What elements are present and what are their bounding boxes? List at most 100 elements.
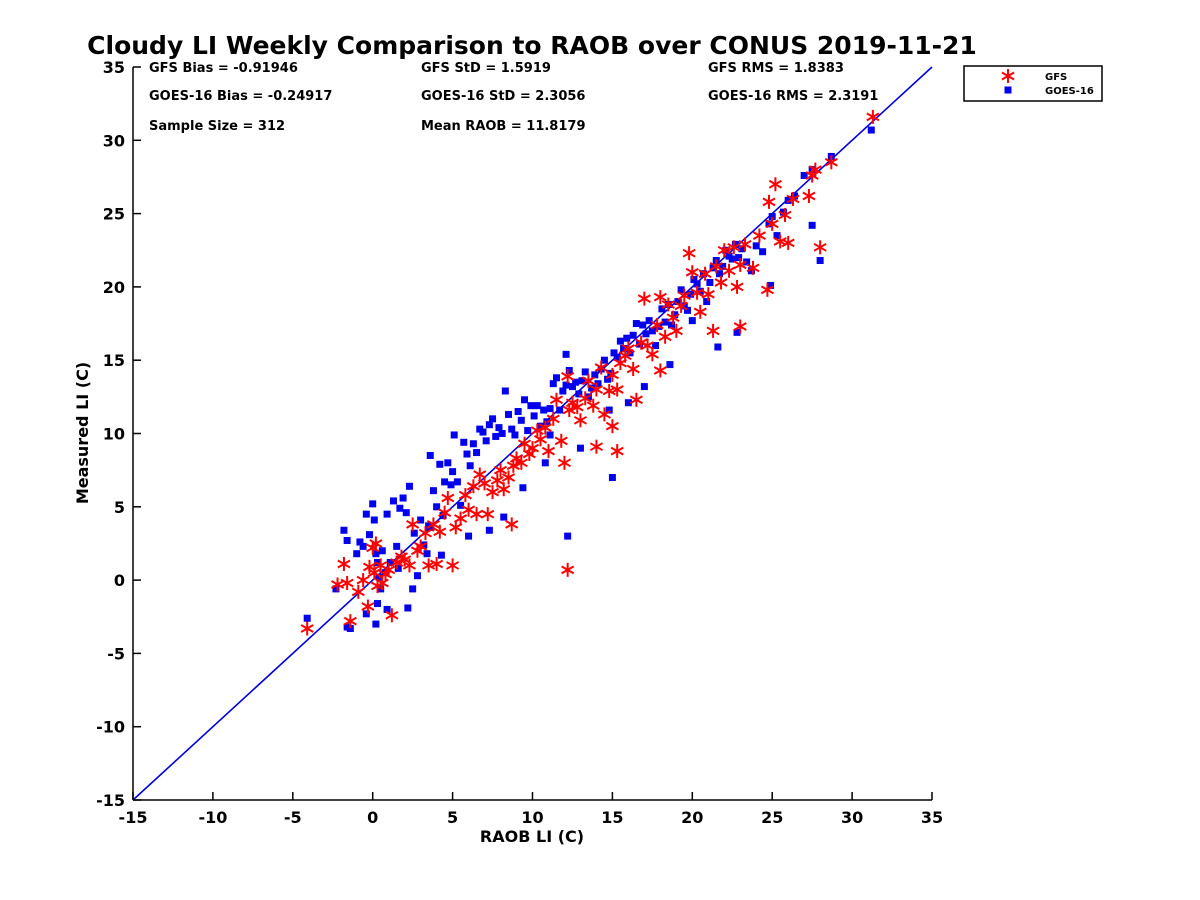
goes16-point <box>369 500 377 508</box>
gfs-point <box>610 382 624 397</box>
gfs-point <box>361 599 375 614</box>
goes16-point <box>568 383 576 391</box>
gfs-point <box>356 573 370 588</box>
goes16-point <box>453 478 461 486</box>
gfs-point <box>485 485 500 500</box>
goes16-point <box>489 415 497 423</box>
goes16-point <box>386 559 394 567</box>
gfs-point <box>501 470 516 485</box>
goes16-point <box>511 431 519 439</box>
gfs-point <box>824 155 838 170</box>
goes16-point <box>546 405 554 413</box>
gfs-point <box>458 488 472 503</box>
gfs-point <box>438 505 452 520</box>
x-tick-label: 35 <box>921 808 943 827</box>
goes16-point <box>527 402 535 410</box>
y-tick-label: 10 <box>103 425 125 444</box>
gfs-point <box>441 491 455 506</box>
goes16-point <box>604 375 612 383</box>
goes16-point <box>610 349 618 357</box>
gfs-point <box>760 282 774 297</box>
goes16-point <box>738 245 746 253</box>
y-tick-label: 30 <box>103 131 125 150</box>
gfs-point <box>594 360 608 375</box>
gfs-point <box>497 482 511 497</box>
goes16-point <box>517 416 525 424</box>
gfs-point <box>554 433 568 448</box>
goes16-point <box>447 481 455 489</box>
gfs-point <box>677 288 691 303</box>
goes16-point <box>578 377 586 385</box>
gfs-point <box>538 420 552 435</box>
goes16-point <box>383 510 391 518</box>
gfs-point <box>666 310 680 325</box>
goes16-point <box>543 418 551 426</box>
legend: GFS GOES-16 <box>963 65 1103 102</box>
goes16-point <box>433 503 441 511</box>
goes16-point <box>366 531 374 539</box>
goes16-point <box>562 381 570 389</box>
goes16-point <box>457 501 465 509</box>
gfs-point <box>430 556 444 571</box>
gfs-point <box>738 237 752 252</box>
gfs-point <box>733 319 747 334</box>
gfs-point <box>561 369 575 384</box>
goes16-point <box>372 620 380 628</box>
goes16-point <box>559 387 567 395</box>
goes16-point <box>608 473 616 481</box>
x-tick-label: 20 <box>681 808 703 827</box>
goes16-point <box>356 538 364 546</box>
statistics-annotations: GFS Bias = -0.91946 GFS StD = 1.5919 GFS R… <box>149 61 878 134</box>
goes16-point <box>784 196 792 204</box>
gfs-point <box>300 621 314 636</box>
x-tick-label: 5 <box>447 808 458 827</box>
goes16-point <box>479 428 487 436</box>
legend-label: GOES-16 <box>1045 86 1094 97</box>
gfs-point <box>602 383 616 398</box>
gfs-point <box>685 265 699 280</box>
gfs-point <box>470 507 484 522</box>
stat-annotation: GFS Bias = -0.91946 <box>149 61 298 76</box>
goes16-point <box>429 487 437 495</box>
goes16-point <box>436 460 444 468</box>
gfs-point <box>505 517 519 532</box>
goes16-point <box>693 280 701 288</box>
goes16-point <box>536 422 544 430</box>
x-tick-label: 25 <box>761 808 783 827</box>
goes16-point <box>485 526 493 534</box>
x-axis-label: RAOB LI (C) <box>480 827 584 846</box>
goes16-point <box>473 449 481 457</box>
goes16-point <box>404 604 412 612</box>
stat-annotation: GOES-16 RMS = 2.3191 <box>708 89 878 104</box>
gfs-point <box>701 287 715 302</box>
goes16-point <box>791 192 799 200</box>
y-tick-label: -5 <box>107 644 125 663</box>
gfs-point <box>343 614 357 629</box>
goes16-point <box>413 572 421 580</box>
gfs-point <box>414 539 428 554</box>
goes16-point <box>666 361 674 369</box>
goes16-point <box>396 504 404 512</box>
x-tick-label: 10 <box>521 808 543 827</box>
goes16-point <box>449 468 457 476</box>
goes16-point <box>616 337 624 345</box>
gfs-point <box>514 455 528 470</box>
gfs-point <box>466 479 480 494</box>
gfs-point <box>786 191 800 206</box>
goes16-point <box>441 478 449 486</box>
goes16-point <box>800 171 808 179</box>
gfs-point <box>674 298 688 313</box>
goes16-point <box>767 281 775 289</box>
goes16-point <box>492 432 500 440</box>
goes16-point <box>410 529 418 537</box>
goes16-point <box>450 431 458 439</box>
goes16-point <box>549 380 557 388</box>
goes16-point <box>572 378 580 386</box>
gfs-point <box>645 347 659 362</box>
gfs-point <box>597 407 611 422</box>
stat-annotation: GFS RMS = 1.8383 <box>708 61 844 76</box>
goes16-point <box>575 390 583 398</box>
stat-annotation: Mean RAOB = 11.8179 <box>421 119 586 134</box>
gfs-point <box>709 259 723 274</box>
